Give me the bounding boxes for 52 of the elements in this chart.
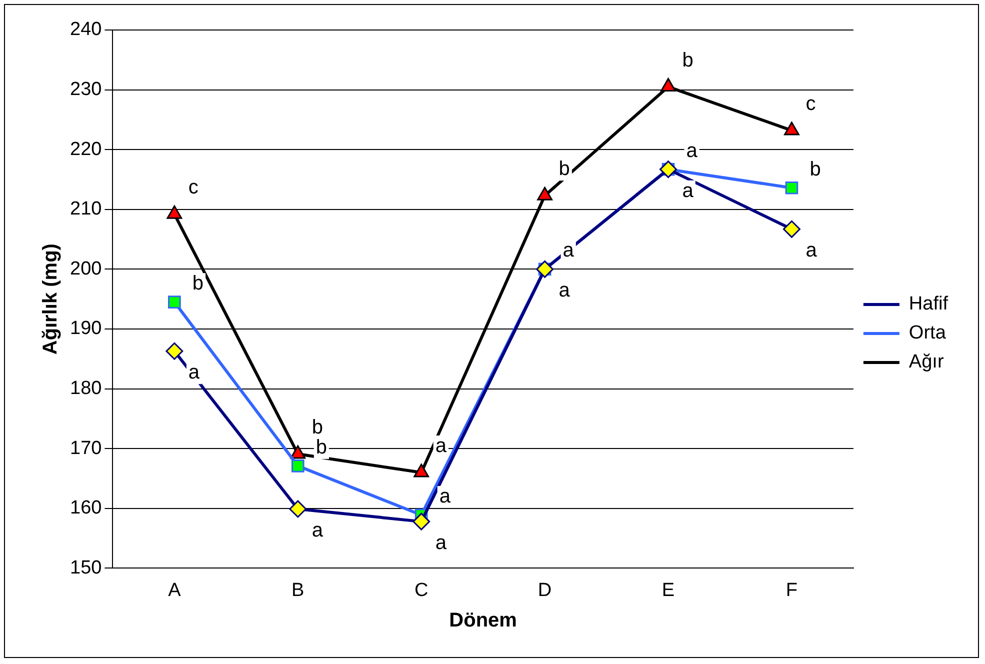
data-label: a (312, 520, 324, 542)
data-label: a (435, 435, 448, 458)
data-label: b (316, 436, 328, 458)
point (289, 500, 307, 518)
x-tick-label: A (168, 580, 182, 601)
data-label: b (682, 49, 694, 72)
x-tick-label: B (292, 580, 304, 601)
y-tick-label: 230 (70, 79, 102, 100)
y-axis-title: Ağırlık (mg) (40, 244, 62, 355)
y-tick-label: 190 (70, 318, 102, 340)
x-tick-label: F (786, 580, 798, 601)
point (784, 122, 800, 136)
data-label: b (810, 158, 821, 180)
point (536, 260, 554, 278)
y-tick-label: 210 (70, 198, 102, 220)
data-label: a (188, 362, 200, 384)
data-label: a (562, 240, 575, 262)
point (412, 512, 430, 530)
data-label: c (806, 92, 816, 115)
point (291, 460, 304, 472)
x-tick-label: E (662, 580, 675, 601)
x-axis-title: Dönem (449, 610, 517, 632)
point (537, 186, 552, 200)
data-label: a (439, 485, 452, 508)
data-label: c (188, 176, 198, 199)
point (168, 296, 181, 308)
x-tick-label: C (414, 580, 428, 601)
legend-label: Ağır (908, 352, 944, 373)
point (166, 205, 182, 219)
point (660, 78, 676, 92)
y-tick-label: 170 (70, 438, 102, 459)
point (166, 342, 184, 360)
data-label: b (312, 416, 324, 438)
y-tick-label: 200 (70, 258, 102, 280)
y-tick-label: 160 (70, 498, 102, 519)
point (782, 220, 800, 238)
legend-label: Hafif (908, 294, 949, 315)
y-tick-label: 220 (70, 138, 102, 160)
y-tick-label: 240 (70, 19, 102, 40)
y-tick-label: 150 (70, 557, 102, 578)
data-label: a (686, 140, 698, 162)
legend-label: Orta (908, 322, 946, 344)
data-label: a (682, 180, 694, 202)
data-label: a (558, 280, 571, 302)
x-tick-label: D (538, 580, 552, 601)
point (660, 160, 677, 178)
y-tick-label: 180 (70, 378, 102, 400)
data-label: a (435, 532, 448, 554)
data-label: b (192, 272, 204, 295)
point (785, 181, 798, 194)
data-label: a (806, 240, 818, 262)
data-label: b (558, 158, 570, 180)
